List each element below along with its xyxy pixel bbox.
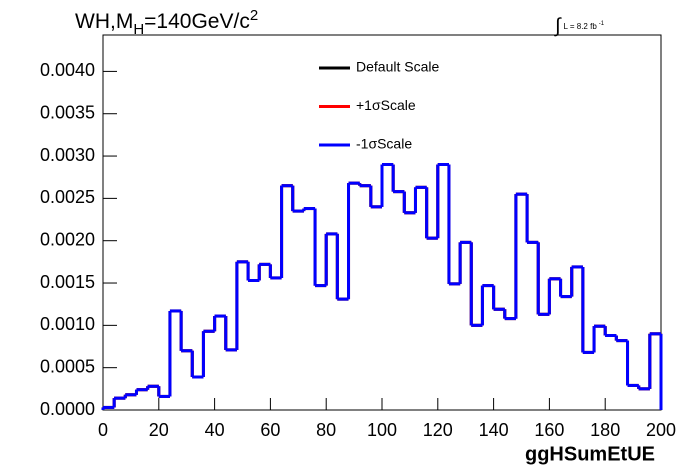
lumi-text: L = 8.2 fb xyxy=(563,22,597,31)
x-tick-label: 120 xyxy=(423,420,453,440)
title-part: WH,M xyxy=(75,10,133,33)
x-tick-label: 200 xyxy=(646,420,676,440)
legend-label: Default Scale xyxy=(356,59,439,75)
x-tick-label: 0 xyxy=(98,420,108,440)
x-tick-label: 60 xyxy=(260,420,280,440)
y-tick-label: 0.0020 xyxy=(40,229,95,249)
x-tick-label: 180 xyxy=(590,420,620,440)
y-tick-label: 0.0025 xyxy=(40,187,95,207)
plot-frame xyxy=(102,34,662,411)
x-tick-label: 100 xyxy=(367,420,397,440)
y-tick-label: 0.0030 xyxy=(40,145,95,165)
y-tick-label: 0.0010 xyxy=(40,314,95,334)
lumi-annotation: ∫ L = 8.2 fb -1 xyxy=(554,15,605,37)
y-tick-label: 0.0040 xyxy=(40,60,95,80)
x-tick-label: 80 xyxy=(316,420,336,440)
lumi-sup: -1 xyxy=(599,21,605,27)
lumi-integral: ∫ xyxy=(554,15,562,37)
y-tick-label: 0.0035 xyxy=(40,102,95,122)
x-tick-label: 40 xyxy=(205,420,225,440)
legend-label: +1σScale xyxy=(356,97,416,113)
legend-label: -1σScale xyxy=(356,136,412,152)
x-axis-label: ggHSumEtUE xyxy=(525,443,655,465)
x-tick-label: 160 xyxy=(534,420,564,440)
title-sub: H xyxy=(133,21,144,38)
y-tick-label: 0.0015 xyxy=(40,272,95,292)
x-tick-label: 20 xyxy=(149,420,169,440)
x-tick-label: 140 xyxy=(479,420,509,440)
title-sup: 2 xyxy=(250,7,258,24)
chart-title: WH,MH=140GeV/c2 xyxy=(75,7,258,38)
y-tick-label: 0.0005 xyxy=(40,356,95,376)
y-tick-label: 0.0000 xyxy=(40,399,95,419)
title-part: =140GeV/c xyxy=(144,10,250,33)
